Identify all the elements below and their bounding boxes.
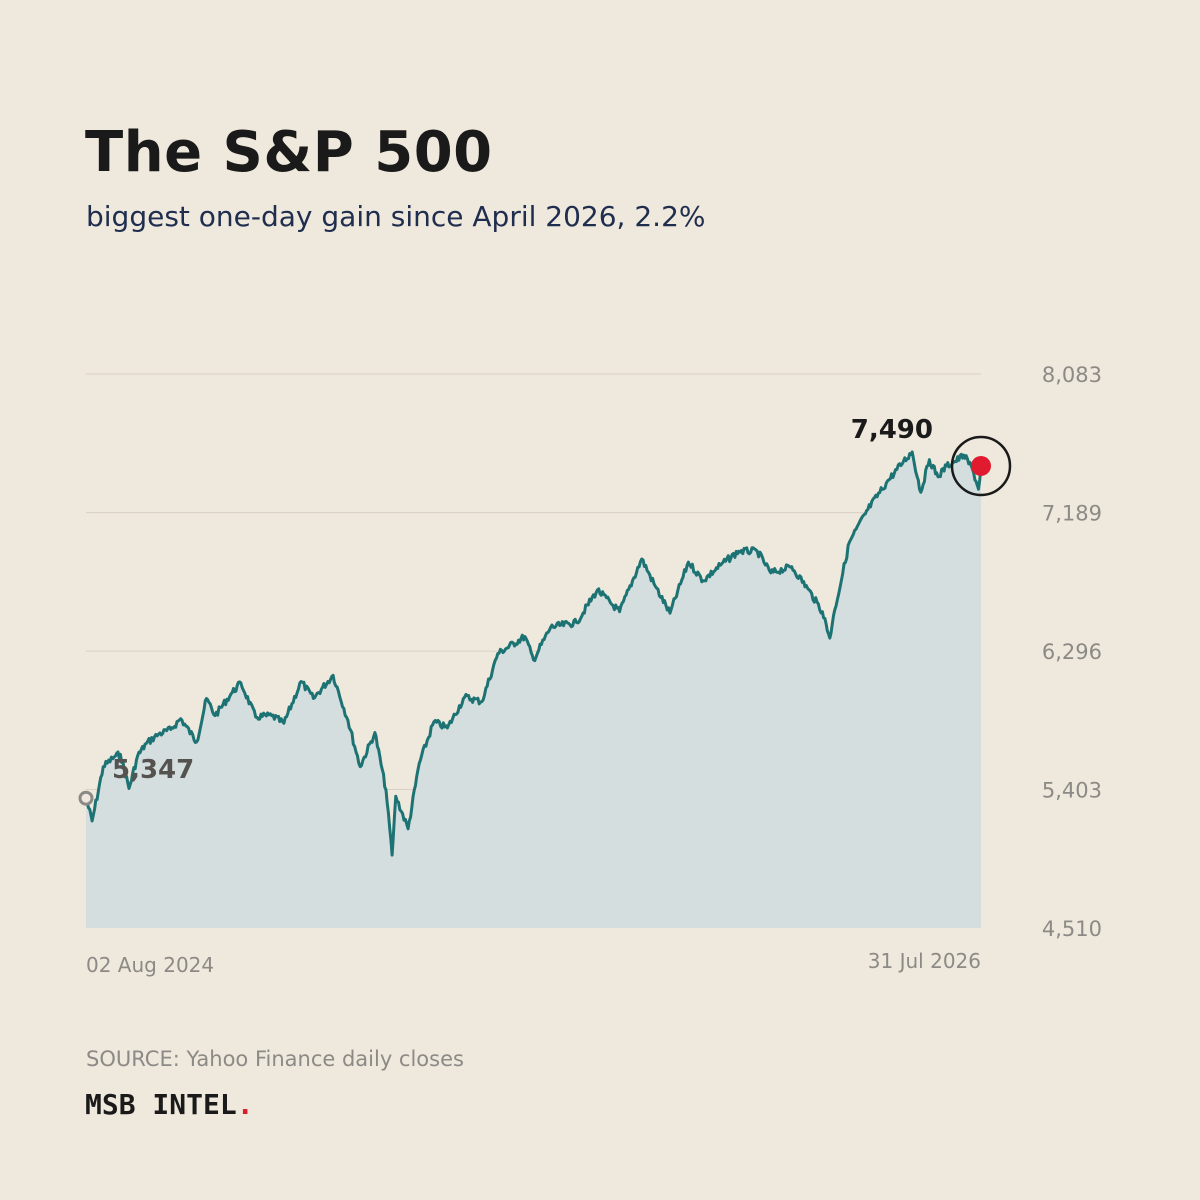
sp500-area-chart: 8,083 7,189 6,296 5,403 4,510 02 Aug 2024 31 J… <box>78 363 1102 977</box>
brand-name: MSB INTEL <box>85 1088 237 1121</box>
start-marker <box>78 790 94 806</box>
area-fill <box>86 452 981 928</box>
x-tick-label-start: 02 Aug 2024 <box>86 953 214 977</box>
brand-logo: MSB INTEL. <box>85 1088 254 1121</box>
x-tick-label-end: 31 Jul 2026 <box>868 949 981 973</box>
area-fill-layer <box>86 452 981 928</box>
y-tick-label: 8,083 <box>1042 363 1102 387</box>
start-value-label: 5,347 <box>112 755 194 785</box>
y-tick-label: 4,510 <box>1042 917 1102 941</box>
price-line <box>84 450 983 857</box>
end-marker <box>971 455 991 476</box>
y-tick-label: 6,296 <box>1042 640 1102 664</box>
chart-title: The S&P 500 <box>85 120 493 185</box>
marker-layer <box>78 435 1012 806</box>
highlight-ring <box>950 435 1012 497</box>
y-tick-label: 5,403 <box>1042 779 1102 803</box>
end-value-label: 7,490 <box>851 415 933 445</box>
source-note: SOURCE: Yahoo Finance daily closes <box>86 1047 464 1071</box>
price-line-layer <box>84 450 983 857</box>
label-layer: 8,083 7,189 6,296 5,403 4,510 02 Aug 2024 31 J… <box>86 363 1102 977</box>
y-tick-label: 7,189 <box>1042 502 1102 526</box>
brand-dot: . <box>236 1088 254 1121</box>
chart-subtitle: biggest one-day gain since April 2026, 2… <box>86 200 706 233</box>
